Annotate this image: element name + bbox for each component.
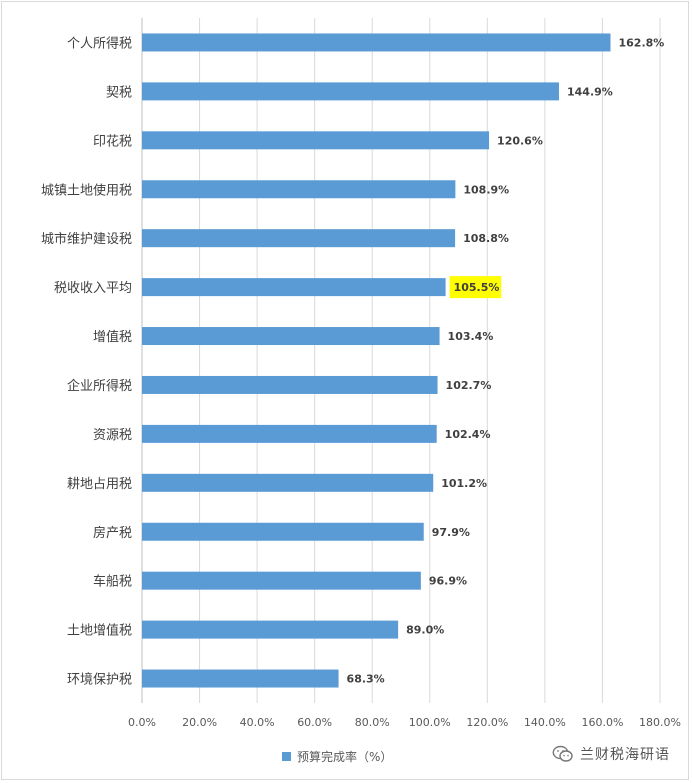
data-label: 162.8%: [619, 36, 665, 49]
category-label: 印花税: [93, 133, 132, 149]
x-tick-label: 60.0%: [297, 716, 332, 729]
category-label: 资源税: [93, 428, 132, 443]
bar: [142, 620, 399, 639]
bar: [142, 571, 421, 590]
watermark-text: 兰财税海研语: [580, 747, 670, 763]
x-tick-label: 20.0%: [182, 716, 217, 729]
data-label: 103.4%: [448, 330, 494, 343]
legend: 预算完成率（%）: [282, 748, 392, 765]
highlight-box: [449, 276, 502, 299]
category-label: 个人所得税: [67, 35, 132, 51]
x-tick-label: 100.0%: [409, 716, 451, 729]
data-label: 102.4%: [445, 428, 491, 441]
bar: [142, 424, 437, 443]
category-label: 契税: [106, 85, 132, 100]
bar: [142, 375, 438, 394]
category-label: 房产税: [93, 525, 132, 541]
wechat-icon: [552, 745, 573, 762]
bar: [142, 278, 446, 297]
data-label: 108.9%: [463, 183, 509, 196]
data-label: 105.5%: [454, 281, 500, 294]
data-label: 144.9%: [567, 85, 613, 98]
legend-label: 预算完成率（%）: [297, 750, 393, 764]
category-label: 税收收入平均: [54, 281, 132, 296]
category-label: 环境保护税: [67, 673, 132, 688]
x-tick-label: 80.0%: [355, 716, 390, 729]
legend-swatch: [282, 752, 291, 761]
watermark: 兰财税海研语: [552, 744, 670, 764]
data-label: 68.3%: [347, 673, 385, 686]
bar: [142, 131, 490, 150]
x-tick-label: 0.0%: [128, 716, 156, 729]
x-tick-label: 40.0%: [240, 716, 275, 729]
bar: [142, 229, 456, 248]
data-label: 108.8%: [463, 232, 509, 245]
data-label: 101.2%: [441, 477, 487, 490]
bar: [142, 33, 611, 52]
data-label: 89.0%: [406, 624, 444, 637]
category-label: 城市维护建设税: [41, 231, 132, 247]
x-tick-label: 180.0%: [639, 716, 681, 729]
category-label: 企业所得税: [67, 378, 132, 394]
data-label: 102.7%: [446, 379, 492, 392]
bar: [142, 82, 559, 101]
category-label: 车船税: [93, 574, 132, 590]
data-label: 120.6%: [497, 134, 543, 147]
category-label: 增值税: [93, 329, 132, 345]
category-label: 城镇土地使用税: [41, 182, 132, 198]
data-label: 96.9%: [429, 575, 467, 588]
x-tick-label: 140.0%: [524, 716, 566, 729]
category-label: 耕地占用税: [67, 476, 132, 492]
data-label: 97.9%: [432, 526, 470, 539]
bar: [142, 669, 339, 688]
bar: [142, 522, 424, 541]
x-tick-label: 120.0%: [466, 716, 508, 729]
bar: [142, 327, 440, 346]
bar: [142, 180, 456, 199]
bar: [142, 473, 434, 492]
x-tick-label: 160.0%: [581, 716, 623, 729]
category-label: 土地增值税: [67, 623, 132, 639]
